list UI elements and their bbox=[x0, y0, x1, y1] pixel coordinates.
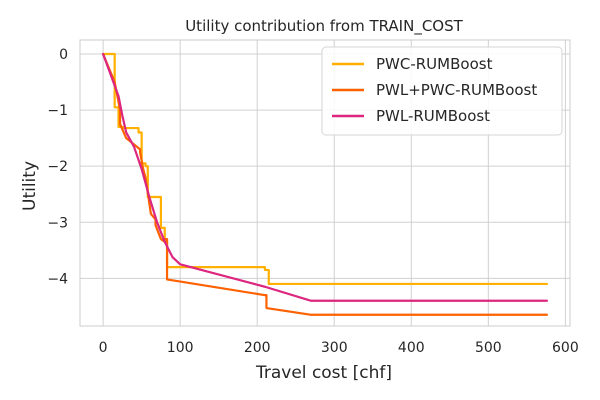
y-tick-label: −2 bbox=[47, 159, 68, 175]
legend-label-1: PWL+PWC-RUMBoost bbox=[376, 81, 537, 99]
x-tick-label: 0 bbox=[99, 340, 108, 356]
x-tick-label: 500 bbox=[475, 340, 502, 356]
legend-box bbox=[321, 46, 563, 136]
legend-label-2: PWL-RUMBoost bbox=[376, 107, 490, 125]
y-tick-labels: 0 −1 −2 −3 −4 bbox=[47, 47, 68, 287]
y-tick-label: −4 bbox=[47, 271, 68, 287]
y-tick-label: −1 bbox=[47, 103, 68, 119]
series-line-2 bbox=[102, 52, 548, 302]
legend-label-0: PWC-RUMBoost bbox=[376, 55, 493, 73]
x-tick-label: 300 bbox=[321, 340, 348, 356]
y-axis-label: Utility bbox=[20, 161, 40, 211]
x-axis-label: Travel cost [chf] bbox=[255, 363, 392, 383]
y-tick-label: −3 bbox=[47, 215, 68, 231]
series-layer bbox=[102, 52, 548, 316]
x-tick-labels: 0 100 200 300 400 500 600 bbox=[99, 340, 579, 356]
series-line-0 bbox=[102, 52, 548, 286]
x-tick-label: 400 bbox=[398, 340, 425, 356]
chart-title: Utility contribution from TRAIN_COST bbox=[185, 17, 463, 36]
legend: PWC-RUMBoost PWL+PWC-RUMBoost PWL-RUMBoost bbox=[321, 46, 563, 136]
x-tick-label: 600 bbox=[552, 340, 579, 356]
plot-frame bbox=[79, 39, 571, 327]
x-tick-label: 200 bbox=[244, 340, 271, 356]
grid bbox=[80, 40, 570, 326]
y-tick-label: 0 bbox=[59, 47, 68, 63]
series-line-1 bbox=[102, 52, 548, 316]
x-tick-label: 100 bbox=[167, 340, 194, 356]
